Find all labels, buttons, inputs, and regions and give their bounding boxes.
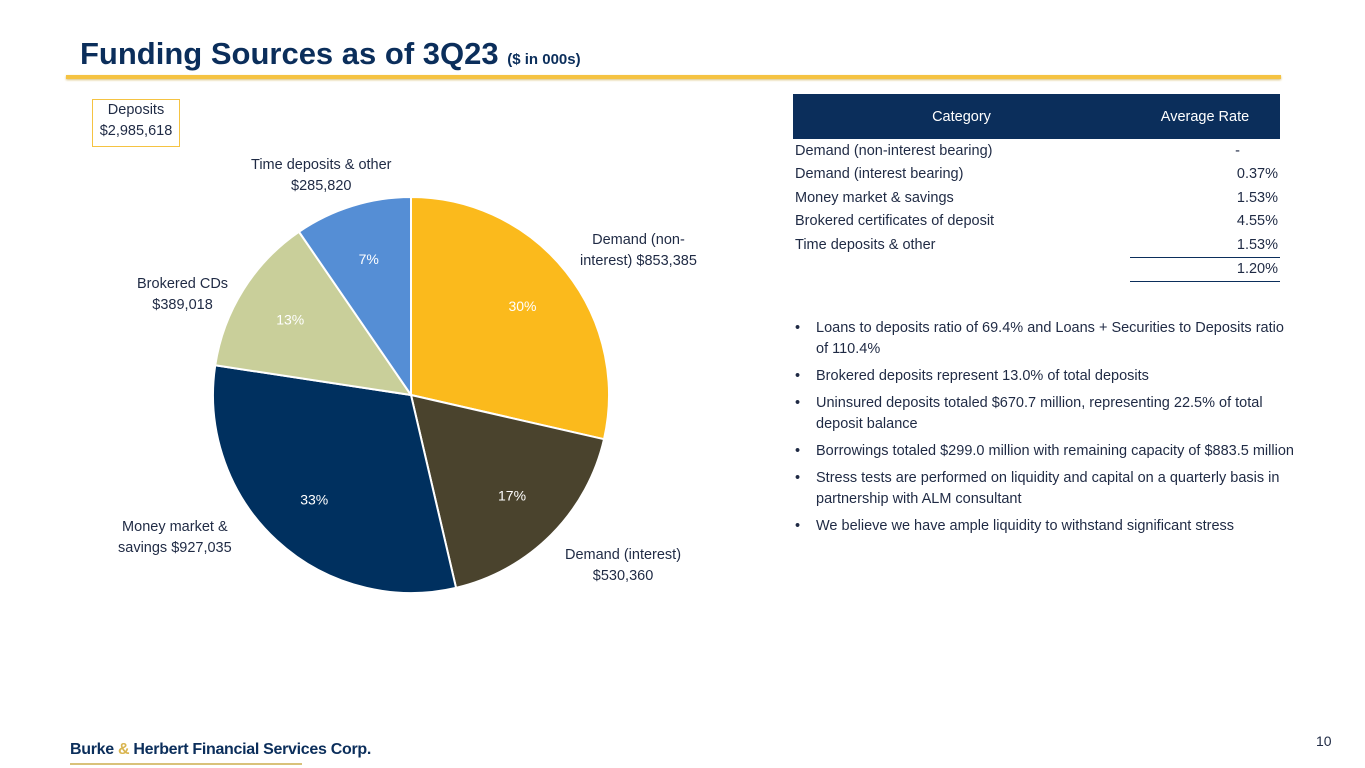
key-points-list: Loans to deposits ratio of 69.4% and Loa… (795, 318, 1295, 543)
deposits-value: $2,985,618 (99, 123, 173, 139)
company-logo: Burke & Herbert Financial Services Corp. (70, 741, 371, 759)
slice-percent-label: 30% (508, 298, 536, 314)
slice-percent-label: 7% (359, 251, 379, 267)
table-row: Demand (interest bearing) 0.37% (793, 163, 1280, 187)
page-number: 10 (1316, 733, 1332, 749)
slice-label-brokered-cds: Brokered CDs $389,018 (137, 274, 228, 316)
pie-slice (214, 230, 414, 397)
label-line: $285,820 (291, 178, 352, 194)
category-cell: Demand (non-interest bearing) (795, 142, 993, 159)
label-line: Demand (interest) (565, 547, 682, 563)
slice-percent-label: 13% (276, 311, 304, 327)
slice-label-demand-interest: Demand (interest) $530,360 (565, 545, 681, 587)
bullet-item: Stress tests are performed on liquidity … (795, 468, 1295, 510)
page-title: Funding Sources as of 3Q23 ($ in 000s) (80, 36, 581, 72)
logo-underline (70, 763, 302, 765)
label-line: Demand (non- (592, 232, 685, 248)
pie-slice (212, 364, 458, 594)
table-row: Brokered certificates of deposit 4.55% (793, 210, 1280, 234)
title-underline (66, 75, 1281, 79)
label-line: interest) $853,385 (580, 253, 697, 269)
label-line: Time deposits & other (251, 157, 392, 173)
category-cell: Demand (interest bearing) (795, 166, 964, 183)
logo-text: Burke (70, 741, 118, 758)
slice-label-demand-non-interest: Demand (non-interest) $853,385 (580, 230, 697, 272)
rate-cell: 1.53% (1236, 236, 1278, 253)
deposits-total-box: Deposits $2,985,618 (92, 99, 180, 147)
rate-cell: 4.55% (1236, 213, 1278, 230)
slice-label-money-market: Money market & savings $927,035 (118, 517, 232, 559)
label-line: Brokered CDs (137, 276, 229, 292)
bullet-item: Brokered deposits represent 13.0% of tot… (795, 366, 1295, 387)
average-rate-table: Category Average Rate Demand (non-intere… (793, 94, 1280, 282)
rate-cell: 1.53% (1236, 189, 1278, 206)
total-rate-cell: 1.20% (1129, 256, 1280, 282)
deposits-label: Deposits (107, 102, 165, 118)
rate-cell: - (1235, 142, 1240, 159)
label-line: $389,018 (152, 297, 213, 313)
bullet-item: Loans to deposits ratio of 69.4% and Loa… (795, 318, 1295, 360)
slice-percent-label: 17% (498, 488, 526, 504)
table-row: Time deposits & other 1.53% (793, 233, 1280, 257)
header-average-rate: Average Rate (1129, 94, 1280, 139)
bullet-item: Uninsured deposits totaled $670.7 millio… (795, 393, 1295, 435)
label-line: $530,360 (592, 568, 654, 584)
logo-text: Herbert Financial Services Corp. (129, 741, 372, 758)
header-category: Category (793, 94, 1130, 139)
table-total-row: 1.20% (793, 256, 1280, 282)
table-row: Demand (non-interest bearing) - (793, 139, 1280, 163)
category-cell: Money market & savings (795, 189, 954, 206)
pie-slice (409, 393, 606, 590)
pie-slice (297, 195, 412, 399)
pie-slice (410, 195, 610, 441)
bullet-item: Borrowings totaled $299.0 million with r… (795, 441, 1295, 462)
table-row: Money market & savings 1.53% (793, 186, 1280, 210)
bullet-item: We believe we have ample liquidity to wi… (795, 516, 1295, 537)
slice-percent-label: 33% (300, 492, 328, 508)
rate-cell: 0.37% (1236, 166, 1278, 183)
category-cell: Time deposits & other (795, 237, 936, 253)
logo-ampersand: & (118, 741, 130, 758)
label-line: Money market & (122, 519, 228, 535)
category-cell: Brokered certificates of deposit (795, 213, 995, 230)
label-line: savings $927,035 (118, 540, 232, 556)
slice-label-time-deposits: Time deposits & other $285,820 (251, 155, 392, 197)
title-text: Funding Sources as of 3Q23 (80, 36, 499, 71)
title-suffix: ($ in 000s) (507, 51, 581, 68)
